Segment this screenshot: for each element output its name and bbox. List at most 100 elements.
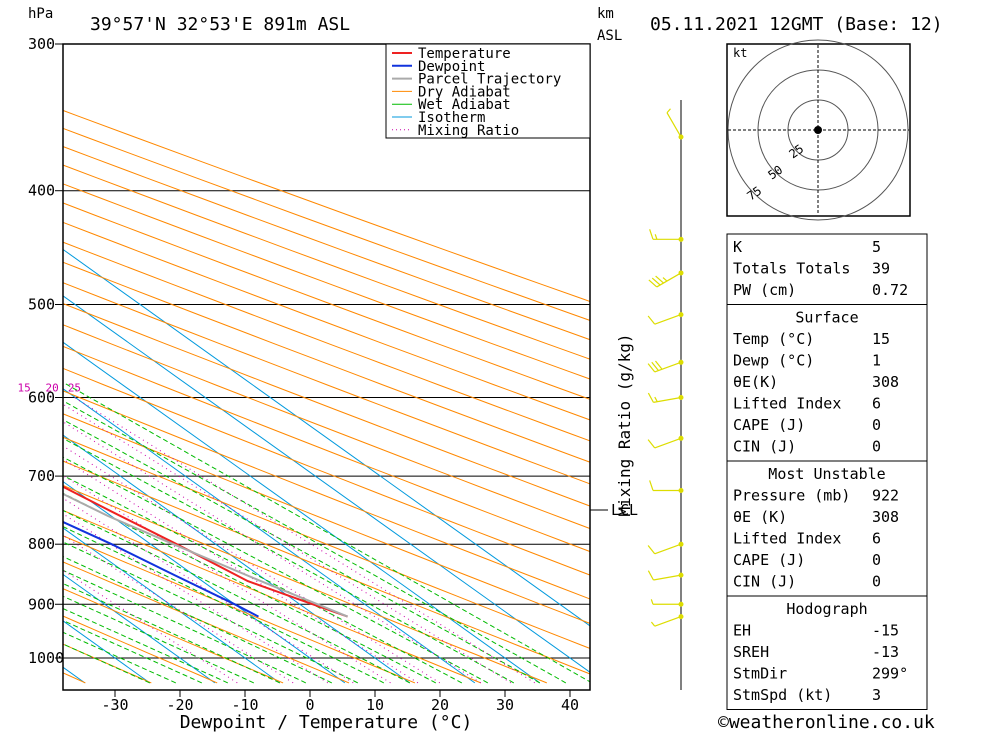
wind-barb	[647, 570, 684, 581]
series-parcel-trajectory	[63, 492, 348, 618]
dry-adiabat-line	[63, 324, 590, 530]
wind-barb	[647, 435, 684, 449]
hodograph-stats-row-value: 3	[872, 686, 881, 704]
hodograph-stats-box	[726, 595, 928, 710]
isotherm-line	[63, 434, 411, 684]
hodograph-ring-label: 75	[744, 184, 764, 204]
most-unstable-row-label: Lifted Index	[733, 530, 841, 548]
pressure-tick-label: 1000	[28, 649, 64, 667]
legend-label: Isotherm	[418, 110, 485, 126]
wind-barb	[650, 614, 684, 627]
wind-barb	[649, 480, 684, 493]
indices-row-value: 5	[872, 238, 881, 256]
isotherm-line	[63, 480, 346, 684]
most-unstable-row-label: CAPE (J)	[733, 551, 805, 569]
most-unstable-row-label: Pressure (mb)	[733, 487, 850, 505]
hodograph-unit: kt	[733, 46, 747, 60]
temperature-tick-label: 0	[305, 696, 314, 714]
surface-box	[726, 304, 928, 462]
dry-adiabat-line	[63, 127, 590, 321]
legend-label: Parcel Trajectory	[418, 72, 561, 88]
hodograph-stats-row-value: -15	[872, 622, 899, 640]
dry-adiabat-line	[63, 390, 590, 600]
isotherm-line	[63, 666, 86, 684]
dry-adiabat-line	[63, 146, 590, 341]
wet-adiabat-line	[63, 541, 359, 684]
wet-adiabat-line	[63, 400, 567, 684]
indices-row-label: Totals Totals	[733, 260, 850, 278]
hodograph-stats-row-label: StmSpd (kt)	[733, 686, 832, 704]
mixing-ratio-labels: 12346810152025	[17, 381, 81, 394]
dry-adiabat-line	[63, 202, 590, 400]
dry-adiabat-line	[63, 672, 86, 684]
dry-adiabat-line	[63, 345, 590, 553]
pressure-tick-label: 800	[28, 535, 55, 553]
legend-label: Wet Adiabat	[418, 97, 511, 113]
dry-adiabat-line	[63, 302, 590, 507]
temperature-tick-label: -30	[101, 696, 128, 714]
dry-adiabat-line	[63, 413, 590, 624]
surface-row-label: Dewp (°C)	[733, 352, 814, 370]
wet-adiabat-line	[63, 526, 385, 684]
wet-adiabat-line	[63, 437, 515, 684]
wet-adiabat-line	[63, 595, 255, 684]
temperature-tick-label: -20	[166, 696, 193, 714]
surface-row-label: CAPE (J)	[733, 416, 805, 434]
series-dewpoint	[63, 520, 259, 618]
surface-row-value: 1	[872, 352, 881, 370]
wet-adiabat-line	[63, 583, 281, 684]
axes: 300 400 500 600 700 800 900 1000 -30 -20 -10 0 10 20 3…	[28, 35, 579, 714]
isotherm-line	[63, 620, 151, 684]
dry-adiabat-line	[63, 436, 590, 649]
wet-adiabat-line	[63, 556, 333, 684]
location-title: 39°57'N 32°53'E 891m ASL	[90, 14, 350, 35]
surface-row-value: 0	[872, 438, 881, 456]
legend-label: Dry Adiabat	[418, 84, 511, 100]
most-unstable-row-label: CIN (J)	[733, 573, 796, 591]
wet-adiabat-line	[63, 456, 489, 684]
isotherm-line	[63, 248, 590, 627]
surface-row-label: θE(K)	[733, 373, 778, 391]
surface-row-value: 15	[872, 330, 890, 348]
pressure-tick-label: 700	[28, 467, 55, 485]
indices-row-label: PW (cm)	[733, 281, 796, 299]
legend-label: Temperature	[418, 46, 511, 62]
surface-row-label: Lifted Index	[733, 395, 841, 413]
wind-barb	[647, 312, 684, 325]
wet-adiabat-line	[63, 419, 541, 684]
wet-adiabat-line	[63, 631, 177, 684]
hodograph-ring-label: 25	[786, 142, 806, 162]
dry-adiabat-line	[63, 164, 590, 360]
dry-adiabat-line	[63, 484, 547, 684]
dry-adiabat-line	[63, 561, 350, 684]
wind-barb	[648, 270, 684, 288]
wind-profile	[647, 100, 684, 690]
hodograph-stats-row-value: -13	[872, 643, 899, 661]
km-unit-label: km	[597, 6, 614, 22]
wet-adiabat-line	[63, 509, 411, 684]
pressure-tick-label: 300	[28, 35, 55, 53]
asl-unit-label: ASL	[597, 28, 622, 44]
hodograph-stats-row-label: EH	[733, 622, 751, 640]
surface-title: Surface	[795, 309, 858, 327]
temperature-tick-label: 40	[561, 696, 579, 714]
wind-barb	[647, 541, 684, 555]
wet-adiabat-line	[63, 492, 437, 684]
indices-row-value: 0.72	[872, 281, 908, 299]
wet-adiabat-line	[63, 474, 463, 684]
most-unstable-row-label: θE (K)	[733, 508, 787, 526]
pressure-unit-label: hPa	[28, 6, 53, 22]
profile-curves	[63, 485, 348, 618]
indices-row-value: 39	[872, 260, 890, 278]
surface-row-value: 6	[872, 395, 881, 413]
surface-row-label: CIN (J)	[733, 438, 796, 456]
indices-box	[726, 233, 928, 305]
mixing-ratio-label: 25	[68, 381, 81, 394]
background-lines	[63, 44, 590, 684]
most-unstable-row-value: 6	[872, 530, 881, 548]
x-axis-label: Dewpoint / Temperature (°C)	[180, 712, 473, 733]
wet-adiabat-line	[63, 619, 203, 684]
wind-barb	[650, 599, 684, 607]
